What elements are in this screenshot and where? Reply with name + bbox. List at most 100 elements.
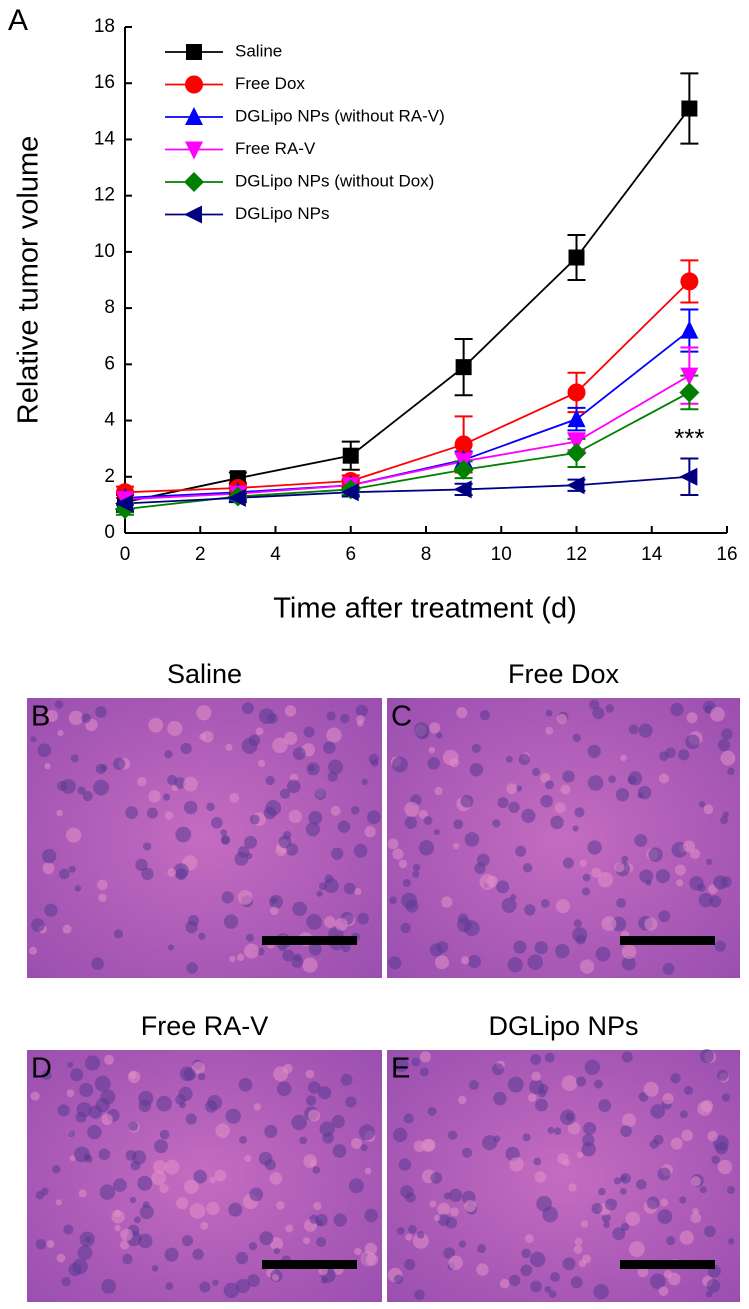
cell [37, 743, 52, 758]
cell [665, 747, 676, 759]
cell [100, 1089, 116, 1105]
marker [567, 383, 586, 402]
cell [711, 1155, 720, 1164]
cell [264, 1124, 278, 1138]
cell [505, 755, 513, 763]
cell [360, 1144, 368, 1152]
y-tick-label: 18 [94, 16, 115, 37]
cell [477, 1244, 486, 1254]
cell [601, 1213, 611, 1223]
cell [394, 1058, 409, 1073]
cell [628, 1241, 645, 1258]
marker [680, 367, 699, 386]
cell [312, 1166, 321, 1174]
cell [492, 819, 501, 828]
cell [288, 809, 302, 824]
cell [540, 794, 553, 808]
cell [279, 788, 291, 799]
cell [167, 867, 177, 877]
cell [675, 879, 684, 887]
cell [201, 730, 214, 743]
cell [706, 858, 713, 866]
cell [605, 704, 615, 713]
cell [125, 1149, 137, 1161]
cell [367, 810, 381, 825]
cell [134, 1216, 141, 1224]
cell [644, 917, 658, 931]
cell [234, 852, 249, 866]
cell [612, 1227, 626, 1241]
cell [81, 713, 91, 724]
cell [142, 1201, 150, 1209]
cell [679, 1196, 687, 1204]
cell [638, 723, 653, 738]
cell [493, 1091, 507, 1106]
cell [31, 918, 45, 932]
x-tick-label: 8 [421, 544, 432, 565]
cell [56, 1253, 66, 1263]
cell [657, 1167, 671, 1181]
cell [67, 1130, 75, 1138]
cell [615, 788, 630, 802]
cell [715, 1141, 728, 1155]
cell [582, 1254, 592, 1264]
cell [700, 1100, 714, 1113]
cell [299, 1136, 308, 1145]
cell [308, 942, 322, 956]
cell [604, 1198, 617, 1211]
cell [521, 1248, 532, 1259]
cell [441, 896, 453, 908]
cell [655, 869, 670, 884]
cell [400, 922, 411, 934]
cell [423, 1139, 436, 1152]
cell [657, 1209, 673, 1225]
cell [151, 1170, 167, 1186]
cell [185, 1113, 197, 1125]
cell [366, 1253, 379, 1266]
cell [572, 733, 581, 742]
cell [448, 1255, 463, 1270]
cell [42, 862, 55, 875]
cell [634, 833, 648, 847]
cell [61, 1276, 71, 1287]
cell [368, 753, 379, 765]
marker [681, 100, 698, 117]
series-line [124, 475, 690, 505]
cell [76, 1102, 92, 1118]
cell [128, 1121, 139, 1132]
cell [404, 1259, 416, 1271]
cell [433, 829, 440, 836]
cell [42, 848, 57, 864]
x-tick-label: 12 [566, 544, 587, 565]
cell [621, 944, 637, 959]
cell [515, 785, 523, 792]
cell [550, 815, 564, 830]
cell [598, 1187, 606, 1196]
marker [184, 172, 204, 192]
y-tick-label: 0 [104, 522, 115, 543]
cell [649, 1273, 666, 1290]
cell [434, 1214, 441, 1222]
cell [291, 955, 304, 968]
cell [324, 874, 334, 884]
cell [681, 1129, 693, 1142]
cell [93, 779, 110, 796]
cell [620, 1175, 627, 1182]
cell [78, 1189, 87, 1198]
cell [435, 732, 443, 739]
cell [679, 1110, 688, 1119]
cell [225, 1108, 241, 1124]
cell [138, 1233, 153, 1249]
cell [70, 754, 79, 763]
cell [223, 1282, 240, 1299]
cell [527, 1093, 537, 1102]
cell [541, 899, 550, 908]
cell [122, 1253, 133, 1265]
y-tick-label: 2 [104, 466, 115, 487]
cell [434, 786, 443, 796]
cell [404, 801, 420, 817]
cell [142, 842, 152, 851]
cell [587, 744, 601, 759]
cell [658, 1286, 669, 1297]
cell [253, 1103, 261, 1111]
